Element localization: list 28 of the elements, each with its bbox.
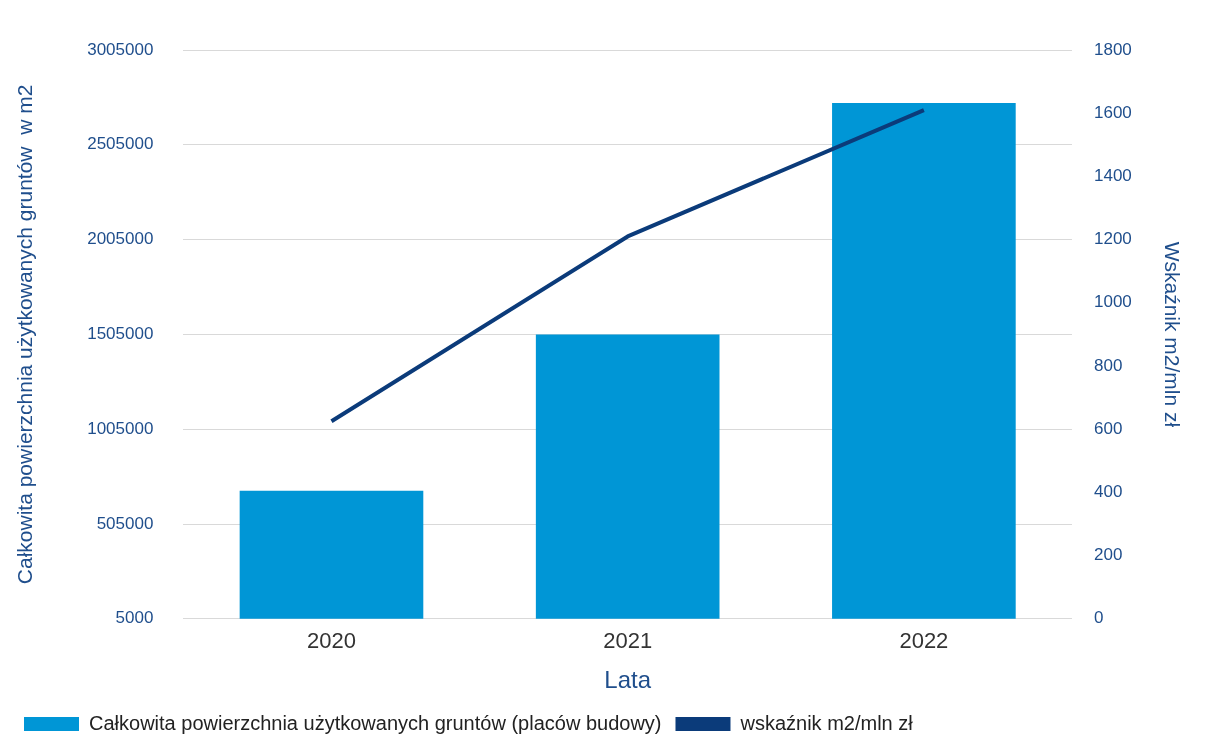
y-tick-label: 505000 [96,513,154,533]
y-tick-label: 5000 [115,608,154,628]
y2-tick-label: 0 [1093,608,1104,628]
y2-tick-label: 1000 [1093,292,1132,312]
y2-tick-label: 1800 [1093,39,1132,59]
x-tick-label: 2020 [307,628,356,654]
y2-tick-label: 400 [1093,482,1123,502]
bar [832,103,1016,619]
y-tick-label: 3005000 [87,39,154,59]
y-tick-label: 2505000 [87,134,154,154]
bar [239,490,424,619]
y-tick-label: 2005000 [87,229,154,249]
y2-tick-label: 1600 [1093,102,1132,122]
y2-axis-title: Wskaźnik m2/mln zł [1160,241,1184,428]
x-tick-label: 2021 [603,628,653,654]
y2-tick-label: 600 [1093,418,1123,438]
y2-tick-label: 200 [1093,545,1123,565]
y2-tick-label: 1200 [1093,229,1132,249]
y-tick-label: 1005000 [87,418,154,438]
x-tick-label: 2022 [899,628,949,654]
y2-tick-label: 800 [1093,355,1123,375]
x-axis-title: Lata [604,666,652,694]
legend-label: wskaźnik m2/mln zł [739,711,914,734]
legend-label: Całkowita powierzchnia użytkowanych gruntów (placów budowy) [89,711,662,734]
y-tick-label: 1505000 [87,324,154,344]
y2-tick-label: 1400 [1093,166,1132,186]
y-axis-title: Całkowita powierzchnia użytkowanych gruntów w m2 [13,84,37,585]
bar [535,334,720,619]
